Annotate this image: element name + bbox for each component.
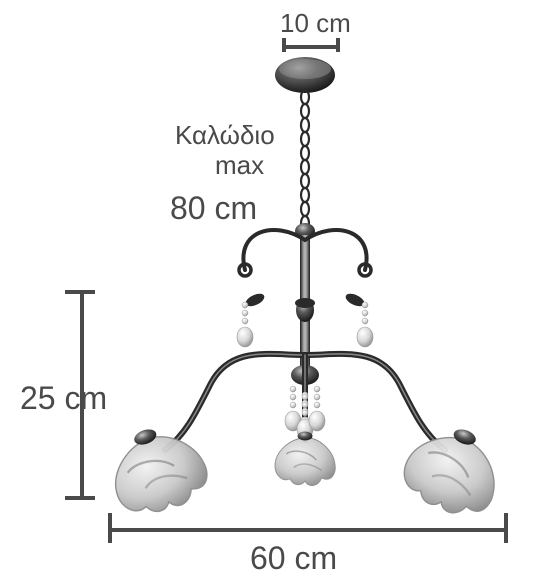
canopy-width-label: 10 cm [280,8,351,39]
total-width-label: 60 cm [250,540,337,577]
canopy-dim-bar [282,45,340,49]
canopy-dim-cap-right [336,38,340,52]
width-dim-bar [108,528,508,532]
width-dim-cap-left [108,513,112,543]
canopy-dim-cap-left [282,38,286,52]
chandelier-illustration [90,55,520,515]
width-dim-cap-right [504,513,508,543]
